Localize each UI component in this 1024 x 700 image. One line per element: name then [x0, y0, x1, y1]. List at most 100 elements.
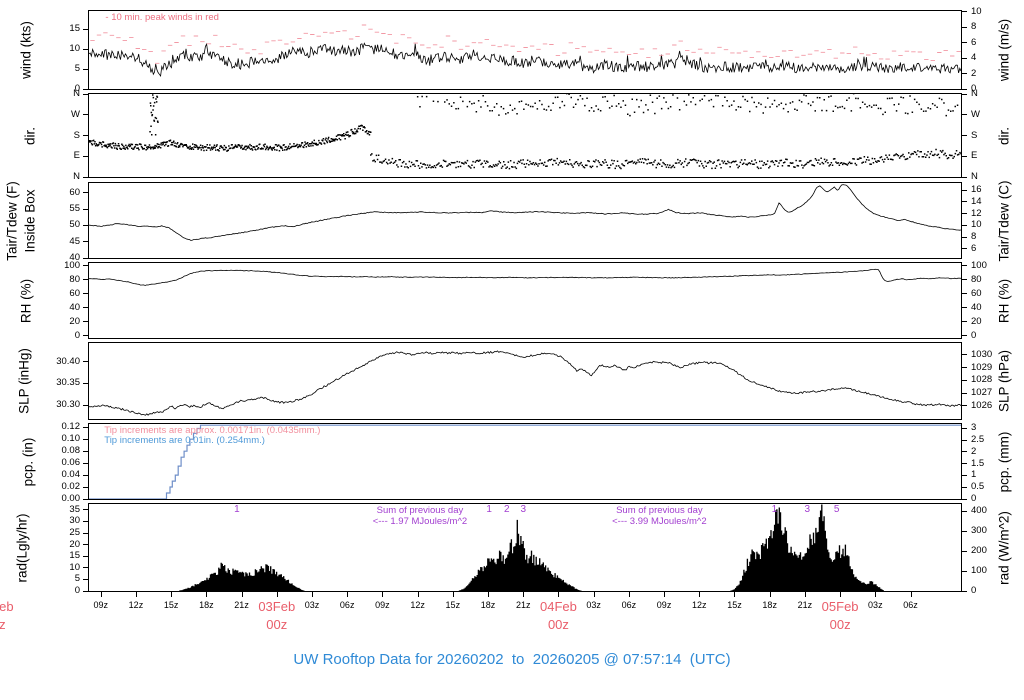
ytick-label-left-pcp: 0.08 [61, 445, 81, 457]
ytick-right-dir [962, 93, 967, 95]
ytick-left-rh [83, 321, 88, 323]
ytick-label-right-rh: 20 [971, 315, 982, 327]
ytick-left-pcp [83, 486, 88, 488]
ytick-label-left-pcp: 0.02 [61, 481, 81, 493]
ytick-right-wind [962, 57, 967, 59]
xtick-label: 15z [727, 600, 742, 610]
xtick-date [276, 592, 278, 597]
ytick-left-rad [83, 578, 88, 580]
panel-pcp-plot [89, 424, 961, 499]
annotation-rad-10: 5 [833, 504, 840, 515]
ytick-left-slp [83, 361, 88, 363]
ytick-label-right-temp: 10 [971, 219, 982, 231]
annotation-rad-4: 1 [234, 504, 240, 515]
ytick-right-dir [962, 114, 967, 116]
panel-temp-plot [89, 184, 961, 241]
ytick-left-wind [83, 28, 88, 30]
ytick-label-left-rad: 10 [69, 561, 80, 573]
ytick-right-pcp [962, 427, 967, 429]
panel-dir-plot [89, 94, 961, 170]
ytick-label-right-pcp: 0.5 [971, 481, 985, 493]
series-dir-band-high [416, 94, 959, 117]
ytick-left-slp [83, 382, 88, 384]
ytick-left-wind [83, 68, 88, 70]
chart-title: UW Rooftop Data for 20260202 to 20260205… [293, 651, 731, 668]
ytick-label-left-rad: 35 [69, 503, 80, 515]
ytick-right-rad [962, 530, 967, 532]
ytick-label-left-temp: 60 [69, 186, 80, 198]
ytick-left-wind [83, 48, 88, 50]
xtick-label: 09z [656, 600, 672, 610]
ytick-label-right-dir: W [971, 108, 980, 120]
ytick-label-right-slp: 1029 [971, 361, 993, 373]
xtick-date [840, 592, 842, 597]
ytick-right-temp [962, 213, 967, 215]
ytick-label-right-pcp: 3 [971, 422, 977, 434]
ytick-label-right-rad: 200 [971, 545, 987, 557]
ytick-left-slp [83, 404, 88, 406]
ytick-right-rh [962, 293, 967, 295]
xtick [135, 592, 137, 597]
panel-rh [88, 262, 962, 339]
xtick [311, 592, 313, 597]
xtick [417, 592, 419, 597]
ytick-right-pcp [962, 463, 967, 465]
ytick-label-left-wind: 0 [74, 83, 80, 94]
panel-wind [88, 10, 962, 90]
ytick-label-left-rad: 20 [69, 538, 80, 550]
xtick [769, 592, 771, 597]
ytick-label-left-rh: 60 [69, 287, 80, 299]
ytick-label-left-pcp: 0.10 [61, 433, 81, 445]
ytick-label-right-pcp: 0 [971, 493, 977, 504]
ytick-label-left-rh: 100 [64, 259, 80, 271]
ytick-label-left-rh: 20 [69, 315, 80, 327]
ytick-label-right-slp: 1026 [971, 399, 993, 411]
panel-dir [88, 93, 962, 178]
xtick-label: 03z [868, 600, 883, 610]
xtick-label: 21z [515, 600, 531, 610]
y-axis-label-left-slp: SLP (inHg) [16, 348, 32, 414]
xtick [734, 592, 736, 597]
annotation-rad-1: <--- 1.97 MJoules/m^2 [372, 516, 468, 527]
panel-wind-plot [89, 24, 961, 78]
panel-pcp [88, 423, 962, 500]
series-dir-band-left [89, 124, 372, 152]
xtick [910, 592, 912, 597]
ytick-label-right-rad: 100 [971, 565, 987, 577]
ytick-label-right-temp: 16 [971, 184, 982, 196]
ytick-label-right-rh: 40 [971, 301, 982, 313]
xtick [206, 592, 208, 597]
y-axis-label-right-wind: wind (m/s) [996, 18, 1012, 82]
xtick-date [558, 592, 560, 597]
date-label-clipped: 02Feb00z [0, 599, 14, 632]
xtick [804, 592, 806, 597]
annotation-rad-2: Sum of previous day [616, 505, 703, 516]
ytick-label-right-rad: 0 [971, 585, 977, 596]
ytick-label-left-dir: N [73, 88, 80, 99]
xtick-label: 06z [339, 600, 355, 610]
ytick-right-rad [962, 550, 967, 552]
ytick-label-left-wind: 10 [69, 43, 80, 55]
xtick [628, 592, 630, 597]
ytick-label-right-pcp: 1 [971, 469, 977, 481]
ytick-label-left-dir: S [73, 129, 80, 141]
ytick-left-rad [83, 590, 88, 592]
ytick-label-left-slp: 30.35 [56, 377, 80, 389]
ytick-right-rad [962, 510, 967, 512]
ytick-label-left-temp: 50 [69, 219, 80, 231]
annotation-rad-0: Sum of previous day [376, 505, 464, 516]
y-axis-label-right-pcp: pcp. (mm) [996, 431, 1012, 492]
ytick-left-rh [83, 279, 88, 281]
ytick-right-rh [962, 279, 967, 281]
ytick-label-right-temp: 14 [971, 195, 982, 207]
series-dir-streak [149, 94, 159, 147]
ytick-left-dir [83, 93, 88, 95]
ytick-label-right-wind: 8 [971, 21, 977, 33]
ytick-left-temp [83, 192, 88, 194]
ytick-right-pcp [962, 498, 967, 500]
ytick-left-dir [83, 176, 88, 178]
xtick [382, 592, 384, 597]
ytick-label-right-rad: 300 [971, 525, 987, 537]
ytick-right-rh [962, 335, 967, 337]
ytick-label-right-rh: 80 [971, 273, 982, 285]
